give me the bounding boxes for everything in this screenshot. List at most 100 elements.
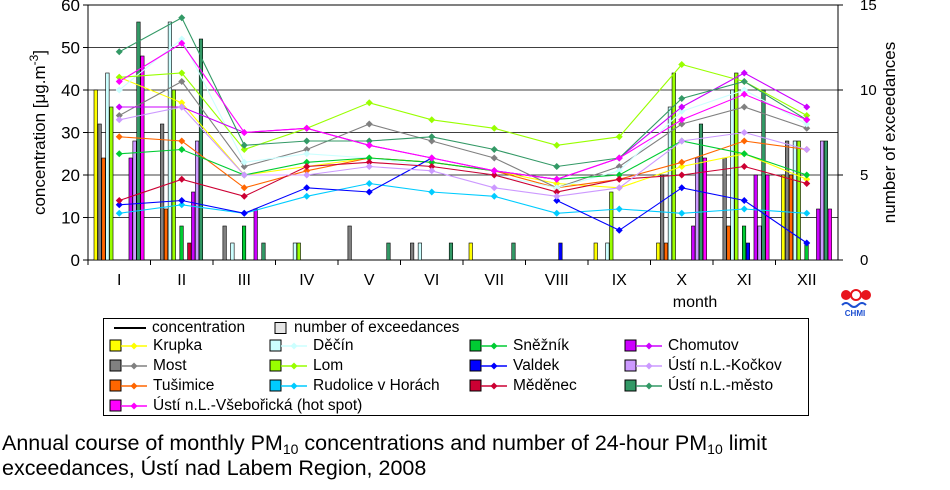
bar-2-V (347, 225, 352, 261)
legend-item-label: Valdek (513, 357, 560, 374)
point-8-XII (803, 239, 811, 247)
line-series-2 (119, 80, 807, 189)
point-8-V (365, 188, 373, 196)
point-2-X (678, 120, 686, 128)
point-3-I (115, 133, 123, 141)
y-left-tick-label: 30 (61, 124, 80, 143)
y-left-axis-title: concentration [μg.m-3] (27, 50, 49, 215)
bar-10-XII (816, 208, 821, 261)
point-10-I (115, 103, 123, 111)
bar-1-VII (468, 242, 473, 261)
point-2-VI (428, 137, 436, 145)
chmi-logo-text: CHMI (845, 309, 865, 318)
point-2-XI (740, 103, 748, 111)
legend-swatch (624, 339, 662, 352)
point-11-I (115, 116, 123, 124)
point-6-IX (615, 205, 623, 213)
legend-concentration: concentration (114, 319, 245, 337)
legend-concentration-label: concentration (152, 319, 246, 336)
point-10-XI (740, 69, 748, 77)
bar-2-XI (722, 157, 727, 261)
caption-text-c: limit (722, 431, 767, 455)
point-9-XII (803, 180, 811, 187)
bar-11-I (132, 140, 137, 261)
x-tick-label: VII (484, 272, 504, 289)
point-4-III (240, 158, 248, 166)
point-8-III (240, 209, 248, 217)
caption-text-a: Annual course of monthly PM (2, 431, 283, 455)
bar-4-IX (605, 242, 610, 261)
point-11-XII (803, 146, 811, 153)
legend-item-2: Most (109, 357, 187, 375)
legend-item-10: Chomutov (624, 337, 739, 355)
bar-11-X (695, 157, 700, 261)
bar-10-I (128, 157, 133, 261)
point-12-I (115, 48, 123, 56)
point-5-II (178, 69, 186, 77)
point-11-X (678, 137, 686, 145)
point-4-I (115, 86, 123, 94)
legend-item-label: Ústí n.L.-Kočkov (668, 357, 782, 374)
point-8-I (115, 201, 123, 209)
point-3-III (240, 184, 248, 192)
x-tick-label: V (364, 272, 375, 289)
bar-12-I (136, 21, 141, 261)
line-series-5 (119, 63, 808, 151)
point-7-XI (740, 150, 748, 158)
point-10-X (678, 103, 686, 111)
point-12-III (240, 141, 248, 149)
legend-item-6: Rudolice v Horách (269, 377, 440, 395)
legend-swatch (269, 339, 307, 352)
legend-exceedances-label: number of exceedances (294, 319, 460, 336)
x-axis-title: month (673, 294, 717, 311)
legend-item-5: Lom (269, 357, 343, 375)
y-right-tick-label: 15 (860, 0, 877, 14)
legend-item-label: Ústí n.L.-město (668, 377, 774, 394)
x-tick-label: IX (612, 272, 627, 289)
legend-item-13: Ústí n.L.-Všebořická (hot spot) (109, 397, 362, 415)
bar-1-X (656, 242, 661, 261)
legend-item-9: Měděnec (469, 377, 577, 395)
bar-5-XI (734, 72, 739, 261)
legend-item-4: Děčín (269, 337, 354, 355)
point-4-IV (303, 150, 311, 158)
bar-4-VI (417, 242, 422, 261)
point-2-XII (803, 124, 811, 132)
legend-swatch (624, 359, 662, 372)
point-5-VI (428, 116, 436, 124)
bar-10-III (253, 208, 258, 261)
point-2-V (365, 120, 373, 128)
point-6-IV (303, 192, 311, 200)
bar-11-II (195, 140, 200, 261)
point-11-VII (490, 184, 498, 192)
bar-5-X (671, 72, 676, 261)
point-10-XII (803, 103, 811, 111)
line-series-7 (119, 140, 807, 180)
bar-12-V (386, 242, 391, 261)
point-9-VII (490, 171, 498, 179)
point-13-II (178, 39, 186, 47)
line-series-11 (119, 106, 807, 197)
legend-swatch (469, 379, 507, 392)
bar-4-IV (292, 242, 297, 261)
bar-2-X (660, 174, 665, 261)
legend-item-label: Měděnec (513, 377, 577, 394)
grid (87, 4, 839, 261)
point-4-X (678, 107, 686, 115)
point-12-X (678, 95, 686, 102)
legend-item-label: Sněžník (513, 337, 570, 354)
point-11-IX (615, 184, 623, 192)
point-5-VIII (553, 141, 561, 149)
point-8-II (178, 197, 186, 204)
bar-4-III (230, 242, 235, 261)
bar-5-II (171, 89, 176, 261)
point-12-XI (740, 78, 748, 85)
bar-10-XI (753, 174, 758, 261)
point-13-X (678, 116, 686, 124)
x-tick-label: I (117, 272, 121, 289)
point-6-XI (740, 205, 748, 213)
bar-4-X (667, 106, 672, 261)
point-3-XI (740, 137, 748, 145)
point-2-II (178, 78, 186, 85)
point-5-IX (615, 133, 623, 141)
